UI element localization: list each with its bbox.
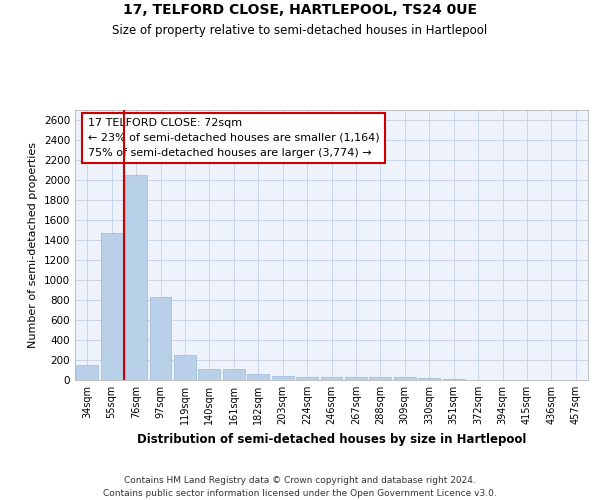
Bar: [247, 374, 269, 380]
Bar: [199, 368, 220, 380]
Text: 17 TELFORD CLOSE: 72sqm
← 23% of semi-detached houses are smaller (1,164)
75% of: 17 TELFORD CLOSE: 72sqm ← 23% of semi-de…: [88, 118, 379, 158]
Bar: [76, 365, 98, 380]
Bar: [125, 175, 147, 380]
X-axis label: Distribution of semi-detached houses by size in Hartlepool: Distribution of semi-detached houses by …: [137, 432, 526, 446]
Bar: [418, 378, 440, 380]
Bar: [370, 376, 391, 380]
Text: 17, TELFORD CLOSE, HARTLEPOOL, TS24 0UE: 17, TELFORD CLOSE, HARTLEPOOL, TS24 0UE: [123, 2, 477, 16]
Bar: [272, 376, 293, 380]
Bar: [394, 377, 416, 380]
Text: Size of property relative to semi-detached houses in Hartlepool: Size of property relative to semi-detach…: [112, 24, 488, 37]
Bar: [101, 233, 122, 380]
Y-axis label: Number of semi-detached properties: Number of semi-detached properties: [28, 142, 38, 348]
Bar: [174, 354, 196, 380]
Bar: [296, 377, 318, 380]
Text: Contains HM Land Registry data © Crown copyright and database right 2024.: Contains HM Land Registry data © Crown c…: [124, 476, 476, 485]
Bar: [149, 296, 172, 380]
Bar: [223, 368, 245, 380]
Bar: [345, 376, 367, 380]
Bar: [320, 377, 343, 380]
Bar: [443, 378, 464, 380]
Text: Contains public sector information licensed under the Open Government Licence v3: Contains public sector information licen…: [103, 489, 497, 498]
